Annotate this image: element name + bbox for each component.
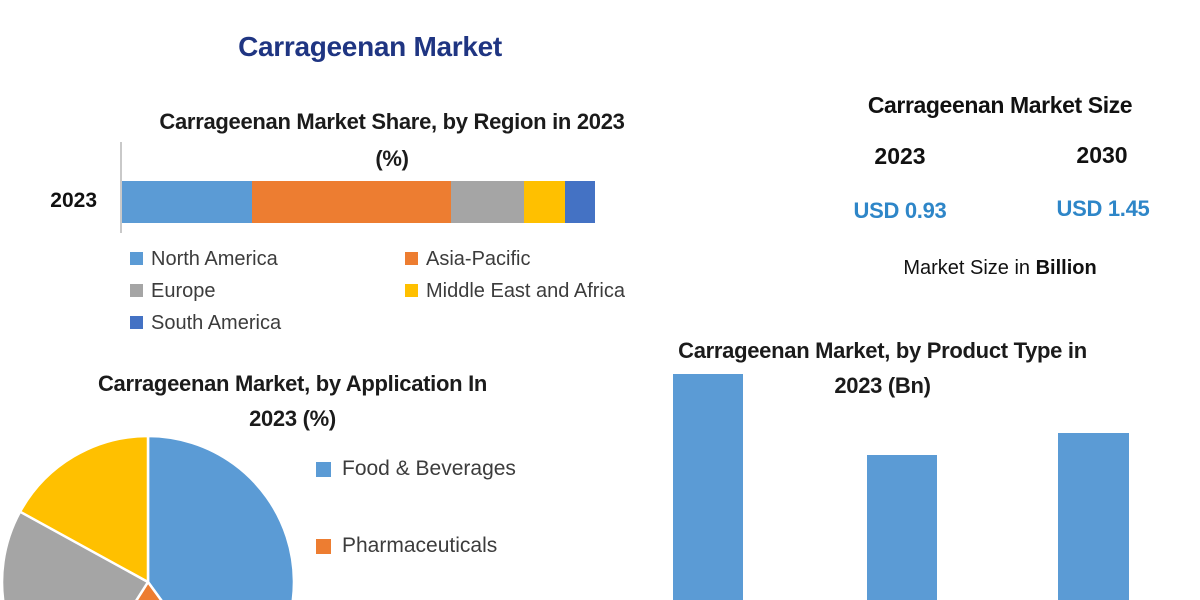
pie-slice xyxy=(18,434,150,584)
legend-label: South America xyxy=(151,312,282,334)
application-pie xyxy=(0,434,296,600)
application-legend-item: Food & Beverages xyxy=(316,458,516,480)
product-chart-title-line1: Carrageenan Market, by Product Type in xyxy=(678,338,1087,363)
legend-swatch xyxy=(405,284,418,297)
region-legend-item: Middle East and Africa xyxy=(405,281,625,301)
application-legend-item: Pharmaceuticals xyxy=(316,535,497,557)
region-legend-column: Asia-Pacific Middle East and Africa xyxy=(405,249,625,313)
legend-label: Asia-Pacific xyxy=(426,248,531,270)
region-chart-title: Carrageenan Market Share, by Region in 2… xyxy=(92,103,692,177)
legend-label: North America xyxy=(151,248,278,270)
product-bar xyxy=(867,455,937,600)
legend-label: Europe xyxy=(151,280,216,302)
pie-slice xyxy=(146,434,296,600)
page-title: Carrageenan Market xyxy=(238,31,502,62)
product-bar xyxy=(673,374,743,600)
product-chart-title: Carrageenan Market, by Product Type in 2… xyxy=(630,333,1135,403)
region-bar-segment xyxy=(450,181,525,223)
region-chart-title-line2: (%) xyxy=(375,146,409,171)
legend-swatch xyxy=(316,539,331,554)
market-size-year-2023: 2023 xyxy=(874,143,926,169)
product-chart-title-line2: 2023 (Bn) xyxy=(834,373,931,398)
legend-label: Pharmaceuticals xyxy=(342,534,498,557)
market-size-year-2030: 2030 xyxy=(1076,142,1128,168)
pie-slice xyxy=(0,510,150,600)
region-stacked-bar xyxy=(122,181,595,223)
legend-label: Middle East and Africa xyxy=(426,280,625,302)
region-chart-axis-line xyxy=(120,142,122,233)
region-legend-item: Europe xyxy=(130,281,281,301)
market-size-value-2030: USD 1.45 xyxy=(1056,196,1150,221)
region-bar-segment xyxy=(565,181,595,223)
legend-swatch xyxy=(130,284,143,297)
application-chart-title: Carrageenan Market, by Application In 20… xyxy=(35,366,550,436)
market-size-value-2023: USD 0.93 xyxy=(853,198,947,223)
region-legend-item: Asia-Pacific xyxy=(405,249,625,269)
market-size-caption-bold: Billion xyxy=(1035,257,1097,279)
market-size-caption: Market Size in Billion xyxy=(810,257,1190,280)
legend-swatch xyxy=(130,316,143,329)
region-bar-segment xyxy=(122,181,253,223)
region-bar-segment xyxy=(252,181,451,223)
market-size-caption-prefix: Market Size in xyxy=(903,257,1036,279)
legend-swatch xyxy=(405,252,418,265)
legend-label: Food & Beverages xyxy=(342,457,516,480)
legend-swatch xyxy=(130,252,143,265)
region-legend-item: South America xyxy=(130,313,281,333)
region-chart-category-label: 2023 xyxy=(50,189,97,212)
region-bar-segment xyxy=(524,181,566,223)
pie-slice xyxy=(135,580,163,600)
region-legend-column: North America Europe South America xyxy=(130,249,281,345)
application-chart-title-line2: 2023 (%) xyxy=(249,406,336,431)
market-size-title: Carrageenan Market Size xyxy=(867,92,1133,118)
product-bar xyxy=(1058,433,1129,600)
region-chart-title-line1: Carrageenan Market Share, by Region in 2… xyxy=(159,109,625,134)
application-chart-title-line1: Carrageenan Market, by Application In xyxy=(97,371,488,396)
region-legend-item: North America xyxy=(130,249,281,269)
legend-swatch xyxy=(316,462,331,477)
